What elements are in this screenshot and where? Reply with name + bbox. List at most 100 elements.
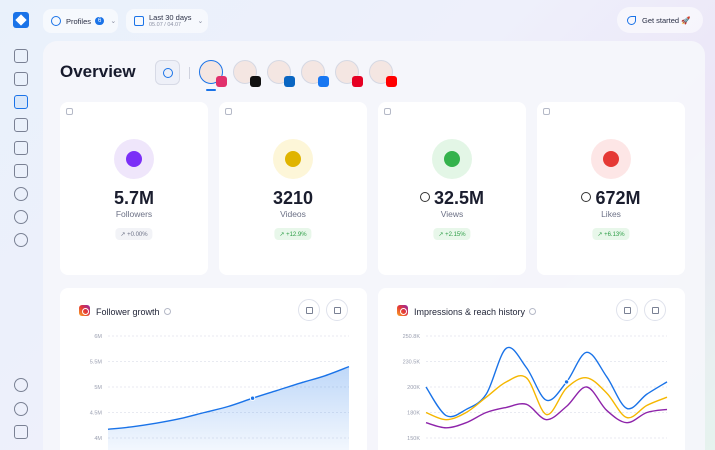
y-tick-label: 150K [407,436,420,442]
download-icon [334,307,341,314]
link-icon [581,192,592,202]
follower-growth-card: Follower growth 6M 5.5M 5M 4.5M 4M [60,288,367,450]
get-started-button[interactable]: Get started 🚀 [617,7,703,33]
y-tick-label: 250.8K [403,334,421,340]
filter-button[interactable] [155,60,180,85]
y-tick-label: 4M [94,436,102,442]
globe-icon[interactable] [14,233,28,247]
y-tick-label: 230.5K [403,360,421,366]
y-tick-label: 4.5M [90,411,103,417]
area-fill [108,366,349,450]
date-range-label: Last 30 days [149,12,192,22]
profile-avatar-pinterest[interactable] [335,60,363,87]
profiles-label: Profiles [66,16,92,26]
follower-growth-chart: 6M 5.5M 5M 4.5M 4M [90,334,350,450]
chart-title: Impressions & reach history [414,307,537,317]
calendar-icon[interactable] [14,164,28,178]
info-icon[interactable] [384,108,391,115]
link-icon [419,192,430,202]
stat-value-text: 32.5M [433,188,485,208]
profile-avatar-linkedin[interactable] [267,60,295,87]
active-profile-indicator [206,89,216,91]
pinterest-icon [352,76,363,87]
profiles-count-badge: 6 [95,17,105,25]
date-range-sub: 05.07 / 04.07 [149,22,182,29]
y-tick-label: 5.5M [90,360,103,366]
chat-icon[interactable] [14,210,28,224]
info-icon[interactable] [529,308,537,315]
data-point-marker[interactable] [249,395,256,401]
bulb-icon[interactable] [14,187,28,201]
stat-card-followers: 5.7M Followers ↗ +0.00% [60,102,208,275]
chart-title: Follower growth [96,307,171,317]
smile-icon [432,139,472,179]
table-view-button[interactable] [616,299,638,321]
table-icon [306,307,313,314]
rocket-icon [627,15,636,25]
profile-avatar-youtube[interactable] [369,60,397,87]
youtube-icon [386,76,397,87]
stat-value-text: 672M [595,188,641,208]
settings-icon[interactable] [14,425,28,439]
series-line-1 [425,375,668,421]
impressions-card: Impressions & reach history 250.8K 230.5K… [378,288,685,450]
stat-value: 672M [537,188,685,209]
stat-change-badge: ↗ +6.13% [592,228,630,240]
series-line-0 [425,346,668,418]
y-tick-label: 200K [407,385,420,391]
profile-avatar-instagram[interactable] [199,60,227,87]
instagram-icon [397,305,408,316]
chevron-down-icon: ⌄ [197,18,204,25]
stat-value: 5.7M [113,188,155,208]
page-title: Overview [60,62,136,81]
main-panel: Overview 5.7M Followers ↗ +0.00% 3210 Vi… [43,41,705,450]
sidebar [0,0,42,450]
stat-label: Followers [115,209,153,219]
bell-icon[interactable] [14,378,28,392]
instagram-icon [216,76,227,87]
target-icon [273,139,313,179]
stat-change-badge: ↗ +2.15% [433,228,471,240]
profile-avatar-facebook[interactable] [301,60,329,87]
eye-icon [114,139,154,179]
home-icon[interactable] [14,49,28,63]
info-icon[interactable] [66,108,73,115]
chevron-down-icon: ⌄ [110,18,117,25]
user-icon[interactable] [14,402,28,416]
grid-icon[interactable] [14,72,28,86]
table-icon [624,307,631,314]
app-logo[interactable] [13,12,29,28]
y-tick-label: 180K [407,411,420,417]
stat-card-views: 32.5M Views ↗ +2.15% [378,102,526,275]
stat-value: 32.5M [378,188,526,209]
download-button[interactable] [644,299,666,321]
y-tick-label: 6M [94,334,102,340]
chart-title-text: Impressions & reach history [414,307,526,317]
series-line [107,365,350,431]
heart-icon [591,139,631,179]
analytics-icon[interactable] [14,95,28,109]
info-icon[interactable] [225,108,232,115]
linkedin-icon [284,76,295,87]
date-range-selector[interactable]: Last 30 days 05.07 / 04.07 ⌄ [126,9,208,33]
get-started-label: Get started 🚀 [642,15,691,25]
info-icon[interactable] [163,308,171,315]
profiles-selector[interactable]: Profiles 6 ⌄ [43,9,118,33]
chart-title-text: Follower growth [96,307,160,317]
stat-change-badge: ↗ +12.9% [274,228,312,240]
download-button[interactable] [326,299,348,321]
profile-icon [51,16,61,26]
table-view-button[interactable] [298,299,320,321]
image-icon[interactable] [14,141,28,155]
facebook-icon [318,76,329,87]
info-icon[interactable] [543,108,550,115]
impressions-chart: 250.8K 230.5K 200K 180K 150K [403,334,668,442]
stat-value: 3210 [272,188,314,208]
data-point-marker[interactable] [563,379,570,385]
profile-avatar-tiktok[interactable] [233,60,261,87]
clipboard-icon[interactable] [14,118,28,132]
series-line-2 [425,386,668,429]
divider [189,67,190,79]
tiktok-icon [250,76,261,87]
stat-label: Likes [601,209,621,219]
